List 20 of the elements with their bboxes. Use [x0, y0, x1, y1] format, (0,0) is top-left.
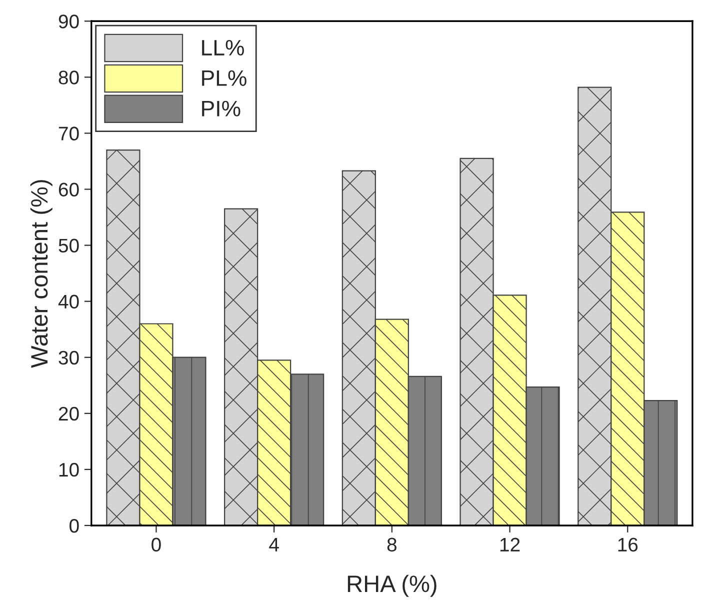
legend-label: PL% — [202, 70, 246, 86]
x-axis-title: RHA (%) — [348, 574, 436, 597]
y-tick-label: 0 — [70, 518, 79, 533]
y-tick-label: 60 — [58, 182, 79, 196]
x-tick-label: 0 — [152, 538, 161, 552]
y-tick-label: 50 — [58, 238, 79, 253]
x-tick-label: 8 — [387, 538, 396, 552]
x-tick-label: 4 — [269, 538, 279, 552]
legend-label: PI% — [202, 100, 240, 116]
legend-label: LL% — [202, 40, 244, 56]
y-tick-label: 80 — [58, 70, 79, 84]
y-tick-label: 20 — [58, 406, 79, 421]
x-tick-label: 12 — [500, 538, 520, 552]
y-axis-title: Water content (%) — [30, 180, 52, 368]
y-tick-label: 40 — [58, 294, 79, 309]
y-tick-label: 10 — [59, 462, 79, 477]
y-tick-label: 30 — [58, 350, 79, 365]
x-tick-label: 16 — [618, 538, 638, 552]
y-tick-label: 70 — [58, 126, 79, 140]
y-tick-label: 90 — [58, 14, 79, 28]
